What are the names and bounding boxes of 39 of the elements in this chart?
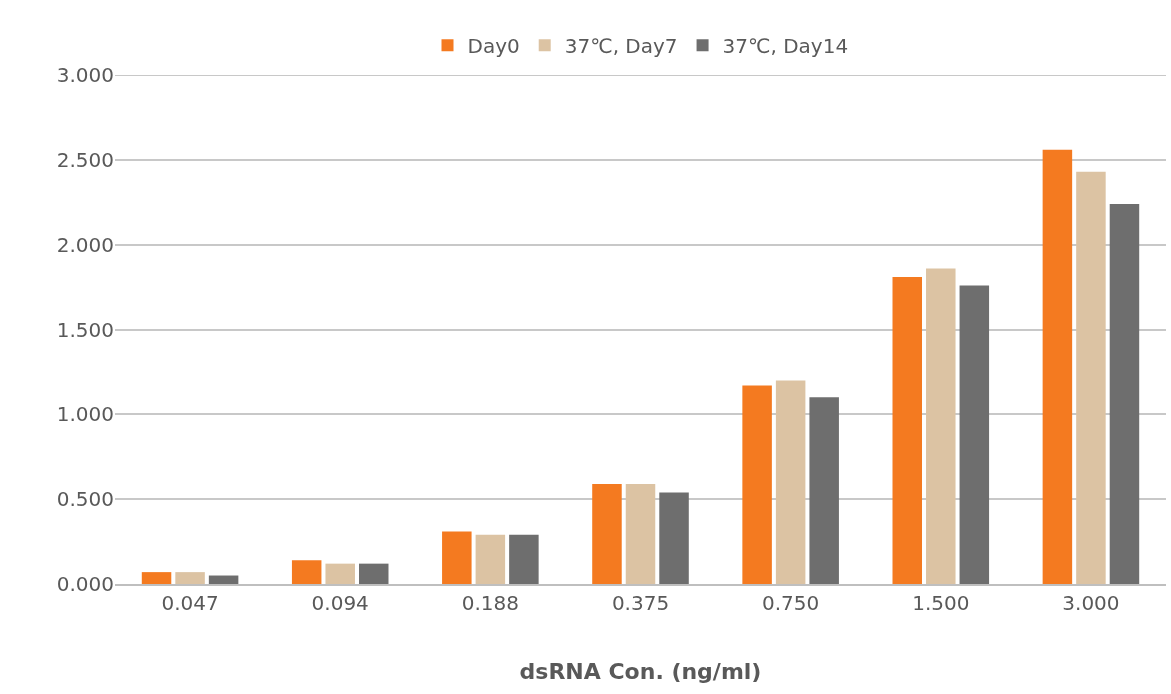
y-tick-label: 0.000 xyxy=(56,572,114,596)
bar xyxy=(1042,149,1073,584)
x-axis-title: dsRNA Con. (ng/ml) xyxy=(519,659,762,685)
y-tick-label: 1.000 xyxy=(56,402,114,427)
bar xyxy=(775,380,806,584)
bar xyxy=(625,483,656,584)
bar xyxy=(291,560,322,584)
bar xyxy=(442,531,472,584)
x-tick-label: 3.000 xyxy=(1062,591,1120,615)
bar xyxy=(659,492,689,584)
y-tick-label: 3.000 xyxy=(56,63,114,87)
bar xyxy=(208,575,239,584)
bar xyxy=(1109,203,1140,584)
bar xyxy=(175,572,205,584)
bar xyxy=(509,534,539,584)
bar xyxy=(809,397,839,584)
bar xyxy=(1076,171,1106,584)
bar xyxy=(892,276,923,584)
x-tick-label: 0.094 xyxy=(311,591,369,615)
y-tick-label: 1.500 xyxy=(56,317,114,342)
bar xyxy=(358,563,389,584)
x-tick-label: 1.500 xyxy=(912,591,970,615)
bar xyxy=(141,572,172,584)
x-tick-label: 0.188 xyxy=(461,591,519,615)
bar xyxy=(475,534,506,584)
x-tick-label: 0.750 xyxy=(762,591,820,615)
x-tick-label: 0.047 xyxy=(161,591,219,615)
bar xyxy=(742,385,772,584)
bar xyxy=(592,483,622,584)
x-tick-label: 0.375 xyxy=(611,591,670,615)
y-tick-label: 2.500 xyxy=(56,147,114,172)
bar xyxy=(325,563,355,584)
y-tick-label: 0.500 xyxy=(56,487,114,512)
legend-label: 37℃, Day14 xyxy=(722,34,849,59)
bar xyxy=(959,285,990,584)
legend-label: Day0 xyxy=(467,34,520,59)
legend-label: 37℃, Day7 xyxy=(564,34,678,59)
bar xyxy=(926,268,956,584)
y-tick-label: 2.000 xyxy=(56,232,114,257)
